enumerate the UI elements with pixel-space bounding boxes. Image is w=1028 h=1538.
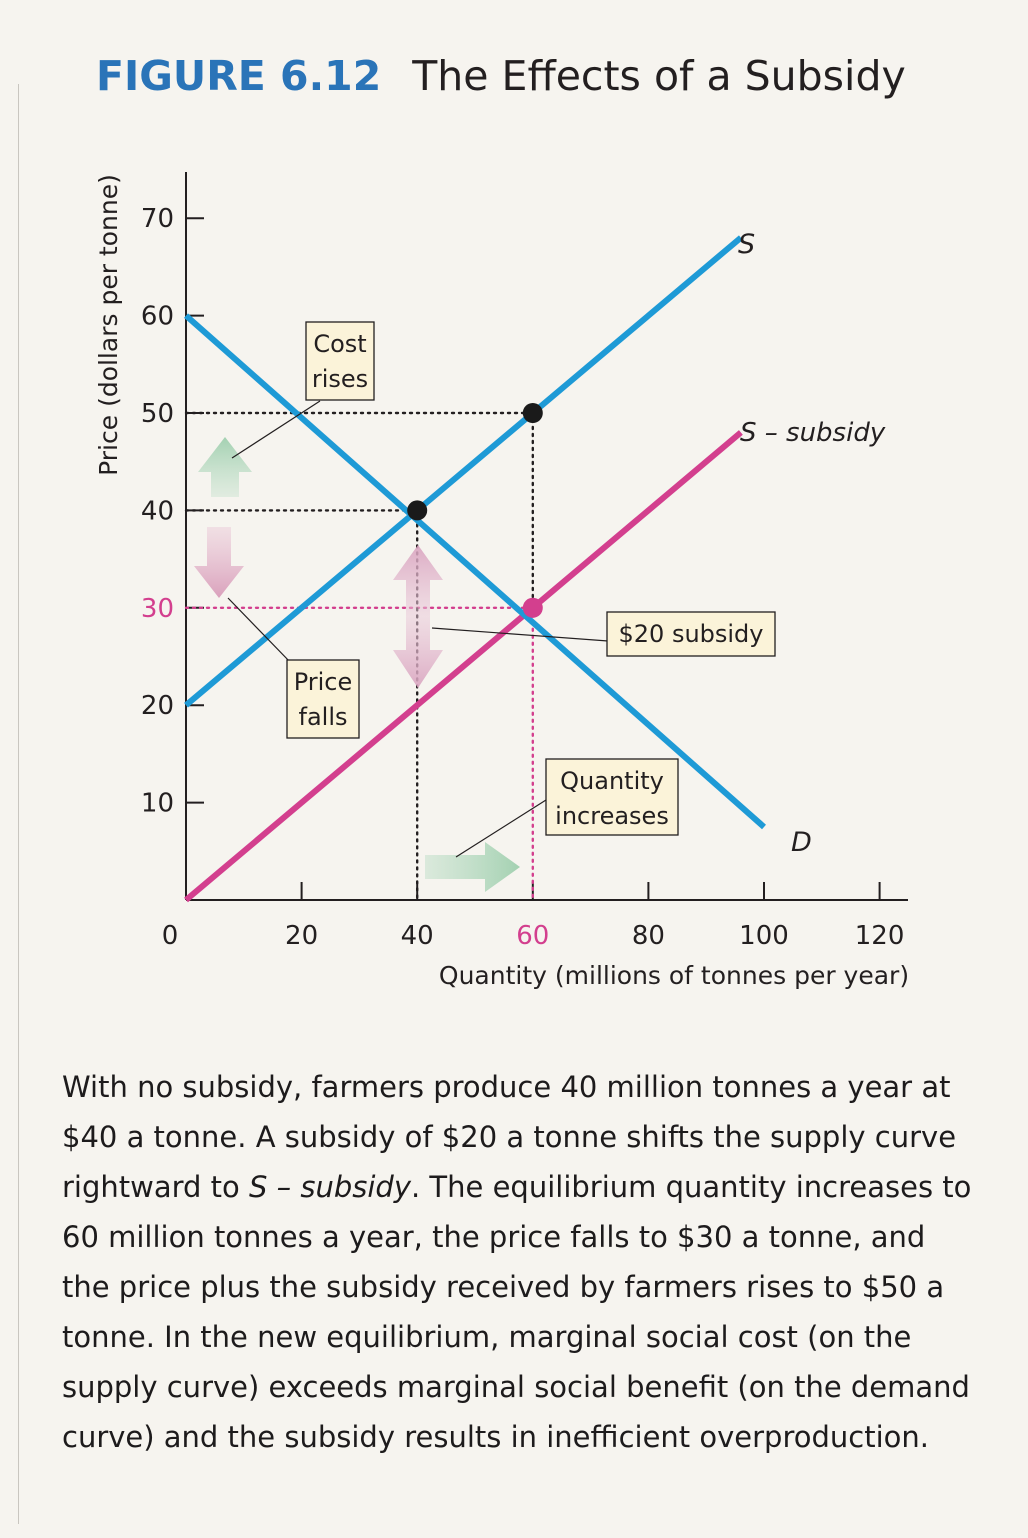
figure-number: FIGURE 6.12 [96, 52, 382, 100]
cost-rises-line-2: rises [312, 365, 368, 393]
price-falls-line-2: falls [299, 703, 348, 731]
figure-caption: With no subsidy, farmers produce 40 mill… [62, 1062, 982, 1462]
caption-part-1: With no subsidy, farmers produce 40 mill… [62, 1070, 957, 1204]
price-falls-leader [227, 597, 292, 664]
series-line-d [184, 313, 766, 830]
caption-emphasis: S – subsidy [249, 1170, 411, 1204]
x-tick-label-120: 120 [855, 921, 905, 951]
figure-title: The Effects of a Subsidy [412, 52, 906, 100]
cost-rises-callout: Cost rises [305, 321, 375, 401]
cost-rises-leader [231, 400, 321, 459]
x-tick-label-80: 80 [632, 921, 665, 951]
quantity-increases-arrow [425, 842, 520, 892]
caption-part-2: . The equilibrium quantity increases to … [62, 1170, 972, 1454]
y-tick-label-50: 50 [141, 399, 174, 429]
y-tick-label-60: 60 [141, 302, 174, 332]
x-tick-group: 0 20 40 60 80 100 120 [162, 882, 905, 951]
subsidy-leader [431, 627, 609, 642]
series-line-s [184, 235, 743, 708]
x-tick-label-60: 60 [516, 921, 549, 951]
point-60-30 [522, 597, 543, 618]
subsidy-supply-label: S – subsidy [740, 418, 886, 448]
price-falls-line-1: Price [294, 668, 353, 696]
cost-rises-line-1: Cost [313, 330, 366, 358]
x-axis-label: Quantity (millions of tonnes per year) [439, 961, 909, 990]
demand-label: D [791, 827, 812, 858]
x-tick-label-40: 40 [401, 921, 434, 951]
page-edge-rule [18, 84, 19, 1524]
x-tick-label-0: 0 [162, 921, 179, 951]
y-tick-label-30: 30 [141, 594, 174, 624]
series-layer [184, 235, 766, 903]
y-tick-label-70: 70 [141, 204, 174, 234]
figure-heading: FIGURE 6.12 The Effects of a Subsidy [96, 52, 906, 100]
y-tick-label-40: 40 [141, 496, 174, 526]
subsidy-callout: $20 subsidy [606, 611, 776, 657]
quantity-increases-line-2: increases [555, 802, 669, 830]
y-tick-label-20: 20 [141, 691, 174, 721]
supply-label: S [738, 229, 755, 260]
cost-rises-arrow [198, 437, 252, 497]
price-falls-arrow [194, 527, 244, 598]
series-line-s-subsidy [184, 430, 743, 903]
y-axis-label: Price (dollars per tonne) [94, 174, 123, 476]
quantity-increases-leader [455, 799, 547, 858]
x-tick-label-100: 100 [739, 921, 789, 951]
quantity-increases-line-1: Quantity [560, 767, 664, 795]
price-falls-callout: Price falls [286, 659, 360, 739]
subsidy-gap-arrow [393, 545, 443, 688]
equilibrium-points [407, 403, 543, 618]
x-tick-label-20: 20 [285, 921, 318, 951]
point-60-50 [522, 403, 543, 423]
y-tick-label-10: 10 [141, 789, 174, 819]
point-40-40 [407, 500, 428, 521]
subsidy-callout-text: $20 subsidy [619, 620, 764, 648]
quantity-increases-callout: Quantity increases [545, 758, 679, 836]
subsidy-chart: 10 20 30 40 50 60 70 0 20 40 60 80 100 120 Price (do… [94, 172, 909, 990]
